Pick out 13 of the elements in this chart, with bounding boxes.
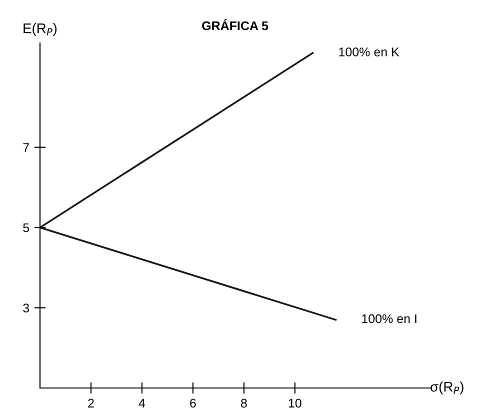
x-tick-label: 4 xyxy=(138,398,146,408)
x-tick-label: 6 xyxy=(190,398,196,408)
x-tick-label: 8 xyxy=(240,398,247,408)
y-tick-label: 3 xyxy=(23,304,30,312)
text: 100% en I xyxy=(362,314,416,324)
x-tick-label: 10 xyxy=(288,398,302,408)
text: 100% en K xyxy=(339,48,400,56)
x-axis-title: σ(R$_{P}$) xyxy=(430,381,464,394)
y-tick-label: 7 xyxy=(23,143,29,152)
y-axis-title: E(R$_{P}$) xyxy=(24,23,57,36)
x-tick-label: 2 xyxy=(88,398,94,408)
chart-title: GRÁFICA 5 xyxy=(202,18,268,30)
y-tick-label: 5 xyxy=(23,223,30,232)
